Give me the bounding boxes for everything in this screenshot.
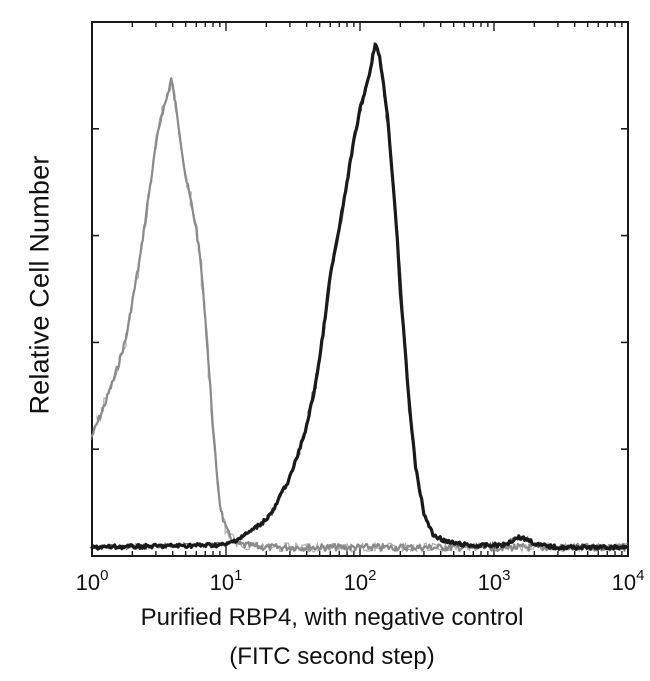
series-line bbox=[90, 77, 628, 552]
x-axis-tick-labels: 100 101 102 103 104 bbox=[76, 567, 645, 595]
series-rbp4 bbox=[90, 42, 629, 552]
series-line-texture bbox=[91, 42, 628, 552]
x-tick-label: 103 bbox=[478, 567, 511, 595]
x-tick-label: 102 bbox=[344, 567, 377, 595]
series-line-texture bbox=[90, 78, 628, 554]
x-axis-label: Purified RBP4, with negative control bbox=[140, 604, 524, 631]
x-tick-label: 104 bbox=[612, 567, 645, 595]
x-tick-label: 100 bbox=[76, 567, 109, 595]
x-axis-label-line2: (FITC second step) bbox=[229, 643, 435, 670]
series-layer bbox=[90, 42, 629, 554]
x-axis-ticks bbox=[91, 22, 629, 556]
series-line bbox=[90, 42, 629, 551]
y-axis-label: Relative Cell Number bbox=[24, 155, 55, 415]
x-tick-label: 101 bbox=[210, 567, 243, 595]
series-negative-control bbox=[90, 77, 628, 554]
